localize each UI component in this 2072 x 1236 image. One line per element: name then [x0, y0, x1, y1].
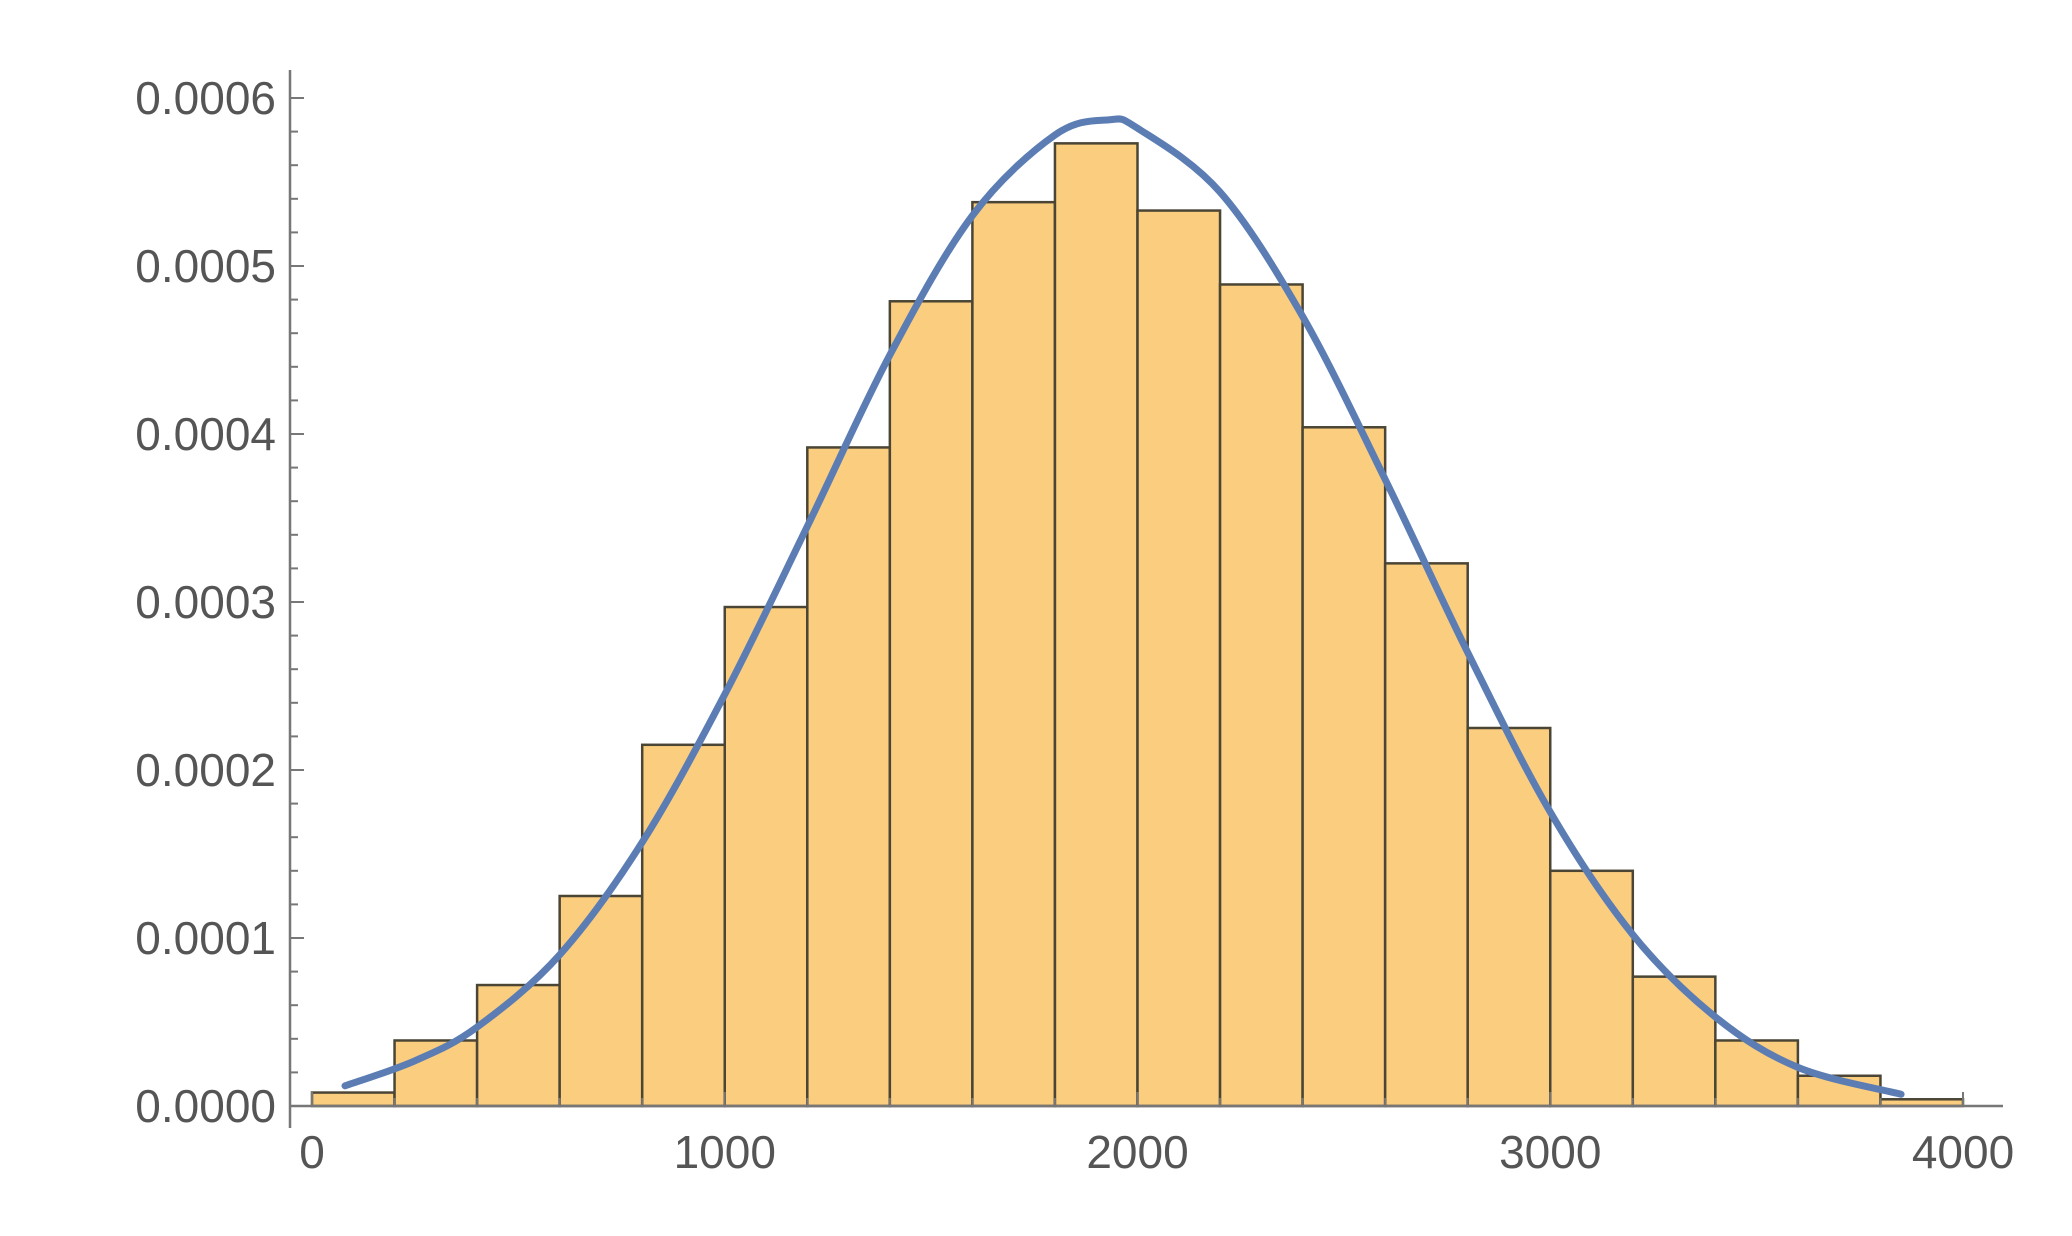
histogram-bar-7 — [888, 300, 974, 1108]
histogram-bar-10 — [1136, 209, 1222, 1108]
y-tick-label: 0.0003 — [135, 576, 276, 628]
tick-labels-layer: 0 1000 2000 3000 4000 0.0000 0.0001 0.0002 0.000… — [135, 72, 2014, 1178]
histogram-bar-15 — [1549, 869, 1635, 1108]
histogram-bar-11 — [1218, 283, 1304, 1108]
histogram-bar-5 — [723, 605, 809, 1108]
x-tick-label: 2000 — [1086, 1126, 1188, 1178]
histogram-bar-3 — [558, 894, 644, 1108]
x-tick-label: 4000 — [1912, 1126, 2014, 1178]
y-tick-label: 0.0005 — [135, 240, 276, 292]
curve-layer — [341, 115, 1905, 1098]
y-tick-label: 0.0001 — [135, 912, 276, 964]
axes-layer — [288, 70, 2003, 1128]
y-tick-label: 0.0006 — [135, 72, 276, 124]
y-tick-label: 0.0004 — [135, 408, 276, 460]
histogram-bar-12 — [1301, 426, 1387, 1108]
histogram-bar-2 — [475, 983, 561, 1108]
histogram-bar-16 — [1631, 975, 1717, 1108]
bars-layer — [310, 142, 1965, 1108]
histogram-bar-8 — [971, 200, 1057, 1108]
histogram-bar-0 — [310, 1091, 396, 1108]
histogram-bar-9 — [1053, 142, 1139, 1108]
x-tick-label: 1000 — [674, 1126, 776, 1178]
y-tick-label: 0.0000 — [135, 1080, 276, 1132]
histogram-bar-13 — [1383, 562, 1469, 1108]
x-tick-label: 0 — [299, 1126, 325, 1178]
histogram-bar-4 — [640, 743, 727, 1108]
density-curve — [341, 115, 1905, 1098]
y-tick-label: 0.0002 — [135, 744, 276, 796]
histogram-bar-6 — [806, 446, 892, 1108]
histogram-bar-17 — [1714, 1039, 1800, 1108]
x-tick-label: 3000 — [1499, 1126, 1601, 1178]
